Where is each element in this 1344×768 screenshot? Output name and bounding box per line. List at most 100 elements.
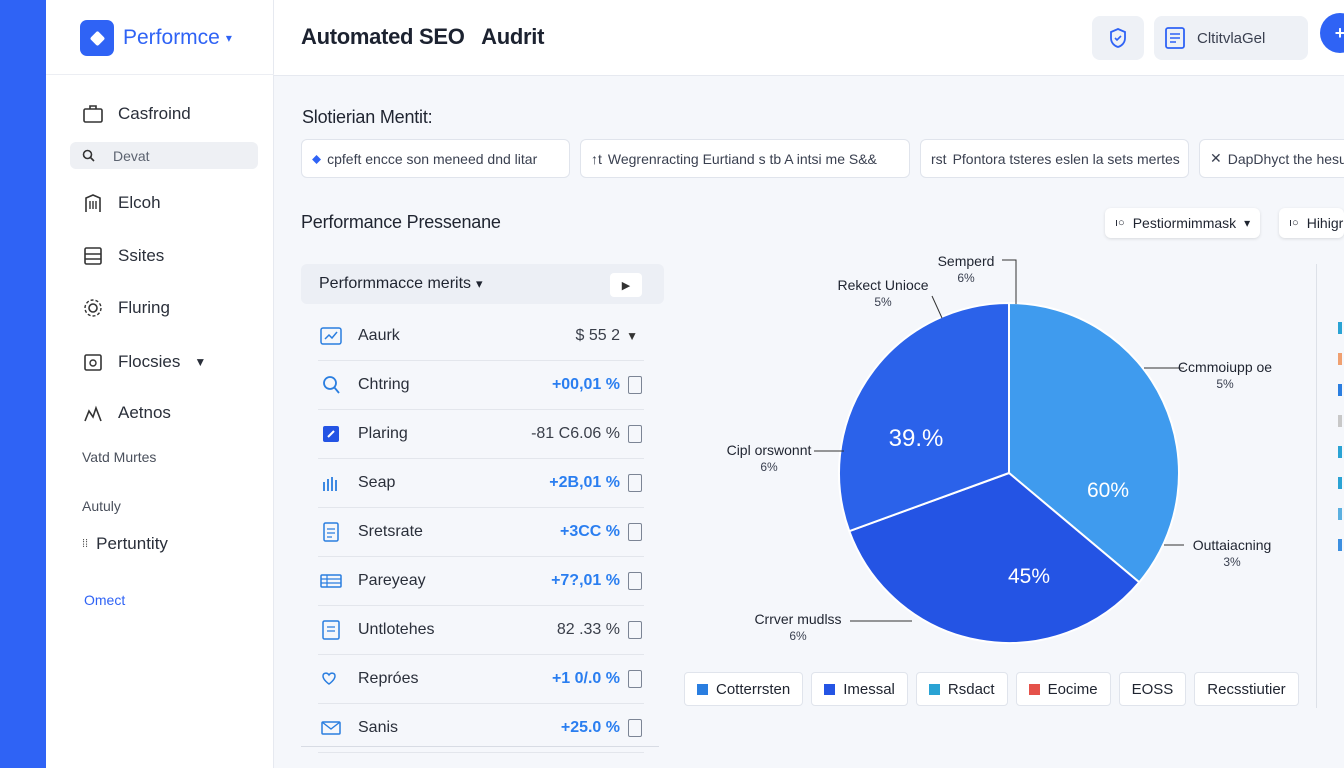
sidebar-link-omect[interactable]: Omect: [84, 592, 126, 608]
sidebar-item-pertuntity[interactable]: ⁞⁞ Pertuntity: [82, 534, 168, 554]
table-row[interactable]: Sanis +25.0 %: [318, 704, 644, 753]
legend-label: Cotterrsten: [716, 680, 791, 698]
sidebar-caption: Autuly: [82, 498, 121, 514]
sidebar-item-casfroind[interactable]: Casfroind: [82, 103, 191, 125]
row-checkbox[interactable]: [628, 621, 642, 639]
sidebar-item-ssites[interactable]: Ssites: [82, 245, 164, 267]
legend-item[interactable]: EOSS: [1118, 672, 1187, 706]
pie-slice[interactable]: [1008, 301, 1180, 584]
sidebar: Performce ▾ Casfroind Devat Elcoh Ssites…: [46, 0, 274, 768]
chart-doc-icon: [318, 323, 344, 349]
row-checkbox[interactable]: [628, 670, 642, 688]
legend-item[interactable]: Rsdact: [915, 672, 1008, 706]
building-icon: [85, 194, 101, 212]
document-icon: [1165, 27, 1185, 49]
slice-label: 39.%: [889, 425, 944, 452]
play-button[interactable]: ▶: [610, 273, 642, 297]
row-value: +1 0/.0 %: [551, 670, 620, 687]
table-row[interactable]: Chtring +00,01 %: [318, 361, 644, 410]
chip-icon: ↑t: [591, 150, 602, 167]
metric-dropdown[interactable]: ı○ Pestiormimmask ▾: [1105, 208, 1261, 238]
metrics-table-header[interactable]: Performmacce merits ▾ ▶: [301, 264, 664, 304]
square-flag-icon: [318, 421, 344, 447]
list-icon: [84, 247, 102, 265]
add-button[interactable]: +: [1320, 13, 1344, 53]
row-value: +3CC %: [559, 523, 620, 540]
row-value: +2B,01 %: [549, 474, 620, 491]
row-label: Untlotehes: [358, 621, 435, 638]
row-checkbox[interactable]: [628, 425, 642, 443]
sidebar-divider: [46, 74, 274, 75]
legend-swatch: [824, 683, 836, 695]
filter-chip[interactable]: rst Pfontora tsteres eslen la sets merte…: [920, 139, 1189, 178]
chip-icon: rst: [931, 150, 947, 167]
chevron-down-icon: ▼: [194, 355, 207, 369]
filter-chip[interactable]: ✕ DapDhyct the hesu: [1199, 139, 1344, 178]
sidebar-search[interactable]: Devat: [70, 142, 258, 169]
callout-label: Outtaiacning: [1193, 537, 1272, 553]
topbar: Automated SEO Audrit CltitvlaGel +: [274, 0, 1344, 76]
filter-chip[interactable]: ⬥ cpfeft encce son meneed dnd litar: [301, 139, 570, 178]
legend-item[interactable]: Cotterrsten: [684, 672, 804, 706]
callout-label: Crrver mudlss: [754, 611, 841, 627]
filter-chip[interactable]: ↑t Wegrenracting Eurtiand s tb A intsi m…: [580, 139, 910, 178]
chevron-down-icon[interactable]: ▼: [626, 329, 638, 343]
chevron-down-icon: ▾: [476, 276, 483, 291]
legend-item[interactable]: Eocime: [1015, 672, 1111, 706]
search-icon: [82, 149, 95, 162]
sidebar-item-label: Pertuntity: [96, 534, 168, 553]
row-checkbox[interactable]: [628, 523, 642, 541]
range-dropdown[interactable]: ı○ Hihigr: [1279, 208, 1344, 238]
callout-label: Cipl orswonnt: [727, 442, 812, 458]
gear-icon: [84, 299, 102, 317]
sidebar-item-label: Casfroind: [118, 104, 191, 123]
brand-logo-icon: [80, 20, 114, 56]
slice-label: 45%: [1008, 565, 1050, 588]
row-checkbox[interactable]: [628, 572, 642, 590]
legend-item[interactable]: Recsstiutier: [1194, 672, 1299, 706]
brand-switcher[interactable]: Performce ▾: [80, 20, 232, 56]
legend-swatch: [928, 683, 940, 695]
side-tick: [1338, 415, 1342, 427]
row-value: +25.0 %: [560, 719, 620, 736]
row-checkbox[interactable]: [628, 376, 642, 394]
callout-leader-line: [931, 295, 943, 319]
table-divider: [301, 746, 659, 747]
grip-icon: ⁞⁞: [82, 538, 89, 550]
brand-name: Performce: [123, 26, 220, 49]
table-row[interactable]: Sretsrate +3CC %: [318, 508, 644, 557]
sidebar-item-elcoh[interactable]: Elcoh: [82, 192, 161, 214]
performance-title: Performance Pressenane: [301, 212, 501, 232]
row-checkbox[interactable]: [628, 474, 642, 492]
side-tick: [1338, 353, 1342, 365]
sidebar-item-fluring[interactable]: Fluring: [82, 297, 170, 319]
chevron-down-icon: ▾: [225, 31, 232, 45]
chart-divider: [1316, 264, 1317, 708]
filter-chips: ⬥ cpfeft encce son meneed dnd litar ↑t W…: [301, 139, 1344, 179]
table-row[interactable]: Seap +2B,01 %: [318, 459, 644, 508]
callout-percent: 5%: [1216, 377, 1234, 391]
document-icon: [318, 519, 344, 545]
row-checkbox[interactable]: [628, 719, 642, 737]
callout-percent: 6%: [789, 629, 807, 643]
sidebar-item-label: Fluring: [118, 298, 170, 317]
pie-chart: 39.% 45% 60% Semperd 6% Rekect Unioce 5% Ccmmoi…: [727, 253, 1272, 644]
export-button[interactable]: CltitvlaGel: [1154, 16, 1308, 60]
row-value: 82 .33 %: [556, 621, 620, 638]
left-accent-rail: [0, 0, 46, 768]
close-icon[interactable]: ✕: [1210, 150, 1222, 166]
pie-slice[interactable]: [838, 301, 1010, 533]
sidebar-item-label: Flocsies: [118, 352, 181, 371]
row-value: -81 C6.06 %: [531, 425, 620, 442]
table-row[interactable]: Aaurk $ 55 2 ▼: [318, 312, 644, 361]
table-row[interactable]: Repróes +1 0/.0 %: [318, 655, 644, 704]
table-row[interactable]: Pareyeay +7?,01 %: [318, 557, 644, 606]
legend-item[interactable]: Imessal: [811, 672, 908, 706]
table-row[interactable]: Plaring -81 C6.06 %: [318, 410, 644, 459]
page-title: Automated SEO Audrit: [301, 24, 545, 49]
pie-slice[interactable]: [847, 471, 1141, 644]
shield-button[interactable]: [1092, 16, 1144, 60]
sidebar-item-flocsies[interactable]: Flocsies ▼: [82, 351, 206, 373]
sidebar-item-aetnos[interactable]: Aetnos: [82, 402, 171, 424]
table-row[interactable]: Untlotehes 82 .33 %: [318, 606, 644, 655]
